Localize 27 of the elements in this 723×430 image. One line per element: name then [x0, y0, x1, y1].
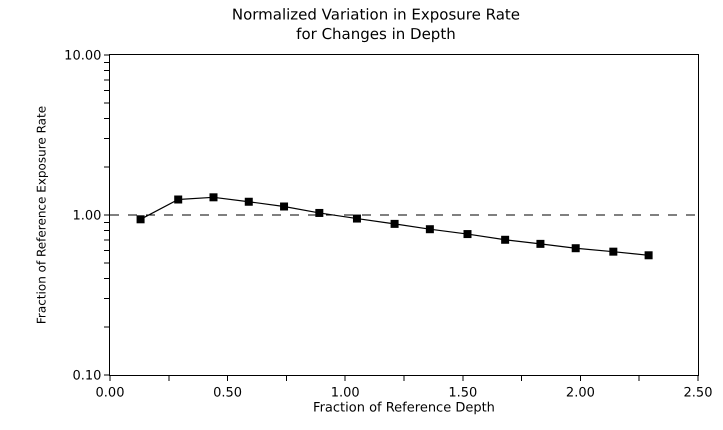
x-tick-label: 0.00: [96, 386, 124, 401]
point: [536, 240, 544, 248]
point: [280, 202, 288, 211]
point: [464, 230, 472, 238]
x-tick-label: 1.00: [330, 386, 360, 401]
x-axis-title: Fraction of Reference Depth: [313, 400, 495, 416]
point: [244, 198, 253, 206]
point: [501, 236, 510, 244]
y-tick-label: 1.00: [72, 208, 102, 224]
point: [209, 193, 218, 202]
point: [644, 251, 653, 260]
chart-title: Normalized Variation in Exposure Rate for Changes in Depth: [232, 5, 520, 43]
x-tick-label: 2.00: [566, 386, 595, 401]
y-axis-title: Fraction of Reference Exposure Rate: [34, 106, 48, 324]
x-tick-label: 2.50: [684, 386, 712, 401]
y-tick-label: 10.00: [64, 48, 102, 64]
point: [136, 215, 145, 224]
point: [572, 244, 580, 252]
point: [174, 195, 182, 204]
point: [609, 248, 618, 256]
y-tick-label: 0.10: [72, 368, 102, 384]
point: [315, 208, 324, 217]
point: [426, 225, 434, 234]
point: [352, 214, 361, 223]
x-tick-label: 1.50: [448, 386, 478, 401]
point: [390, 220, 399, 228]
x-tick-label: 0.50: [213, 386, 242, 401]
